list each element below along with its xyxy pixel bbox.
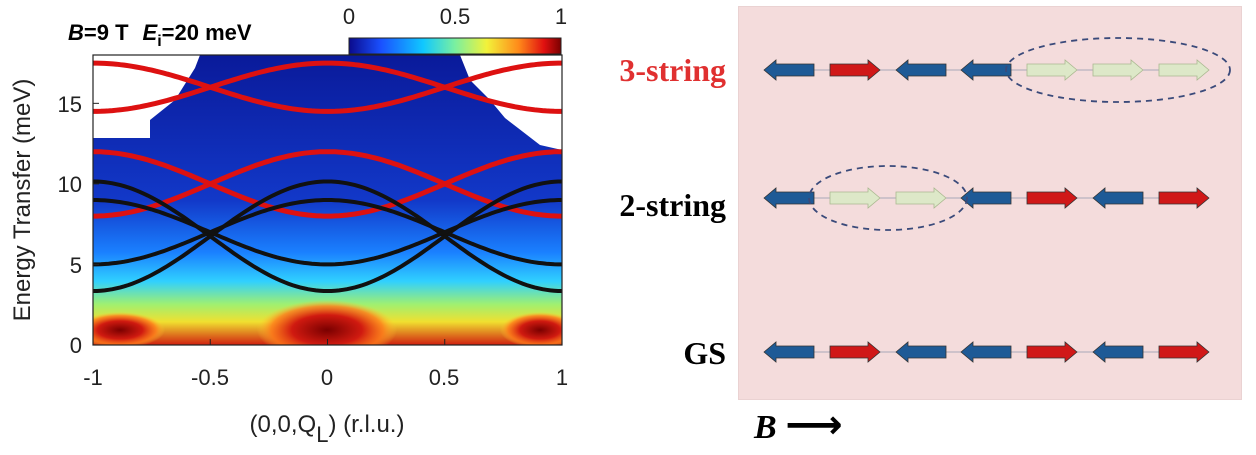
figure-title: B=9 T Ei=20 meV	[68, 20, 252, 50]
dispersion-curve-0	[93, 60, 562, 114]
dispersion-curve-1	[93, 60, 562, 114]
y-tick-label: 15	[58, 92, 82, 117]
dispersion-curve-5	[93, 179, 562, 293]
spin-up-arrow-icon	[1026, 341, 1078, 363]
field-arrow-icon: ⟶	[785, 402, 843, 448]
flipped-spin-arrow-icon	[895, 187, 947, 209]
row-label-3-string: 3-string	[619, 52, 726, 88]
x-tick-label: -1	[83, 365, 103, 390]
row-label-2-string: 2-string	[619, 187, 726, 223]
spin-down-arrow-icon	[960, 187, 1012, 209]
x-tick-label: 0	[321, 365, 333, 390]
spin-chains	[763, 37, 1231, 363]
dispersion-curve-3	[93, 149, 562, 219]
spin-down-arrow-icon	[1092, 341, 1144, 363]
spin-up-arrow-icon	[829, 59, 881, 81]
dispersion-curve-2	[93, 149, 562, 219]
string-group-ellipse	[1005, 37, 1231, 103]
spin-down-arrow-icon	[763, 341, 815, 363]
spin-down-arrow-icon	[960, 341, 1012, 363]
colorbar-tick-label: 0	[343, 4, 355, 29]
row-label-gs: GS	[683, 335, 726, 371]
flipped-spin-arrow-icon	[1026, 59, 1078, 81]
spin-up-arrow-icon	[1158, 187, 1210, 209]
colorbar-tick-label: 0.5	[440, 4, 471, 29]
flipped-spin-arrow-icon	[1092, 59, 1144, 81]
dispersion-curve-7	[93, 198, 562, 267]
colorbar	[348, 37, 562, 55]
y-axis-title: Energy Transfer (meV)	[9, 79, 36, 322]
dispersion-curve-4	[93, 179, 562, 293]
heatmap-hot-region	[93, 312, 165, 345]
colorbar-tick-label: 1	[555, 4, 567, 29]
flipped-spin-arrow-icon	[1158, 59, 1210, 81]
spin-down-arrow-icon	[895, 59, 947, 81]
x-tick-label: 1	[556, 365, 568, 390]
heatmap-figure: B=9 T Ei=20 meV 0 0.5 1 -1 -0.5 0 0.5 1 0…	[9, 4, 568, 447]
spin-up-arrow-icon	[1158, 341, 1210, 363]
x-tick-label: 0.5	[429, 365, 460, 390]
string-group-ellipse	[808, 165, 968, 231]
field-symbol: B	[754, 409, 777, 446]
x-tick-label: -0.5	[191, 365, 229, 390]
spin-up-arrow-icon	[1026, 187, 1078, 209]
field-label: B ⟶	[754, 402, 843, 448]
spin-string-panel	[738, 6, 1242, 400]
heatmap-hot-region	[257, 300, 397, 345]
heatmap-area	[93, 55, 562, 345]
dispersion-curve-6	[93, 198, 562, 267]
heatmap-hot-region	[500, 312, 562, 345]
flipped-spin-arrow-icon	[829, 187, 881, 209]
spin-up-arrow-icon	[829, 341, 881, 363]
axis-ticks	[92, 102, 563, 346]
spin-down-arrow-icon	[895, 341, 947, 363]
spin-down-arrow-icon	[763, 59, 815, 81]
dispersion-lines	[93, 60, 562, 293]
spin-down-arrow-icon	[960, 59, 1012, 81]
y-tick-label: 0	[70, 333, 82, 358]
spin-down-arrow-icon	[763, 187, 815, 209]
y-tick-label: 5	[70, 253, 82, 278]
y-tick-label: 10	[58, 172, 82, 197]
spin-down-arrow-icon	[1092, 187, 1144, 209]
x-axis-title: (0,0,QL) (r.l.u.)	[250, 411, 405, 447]
